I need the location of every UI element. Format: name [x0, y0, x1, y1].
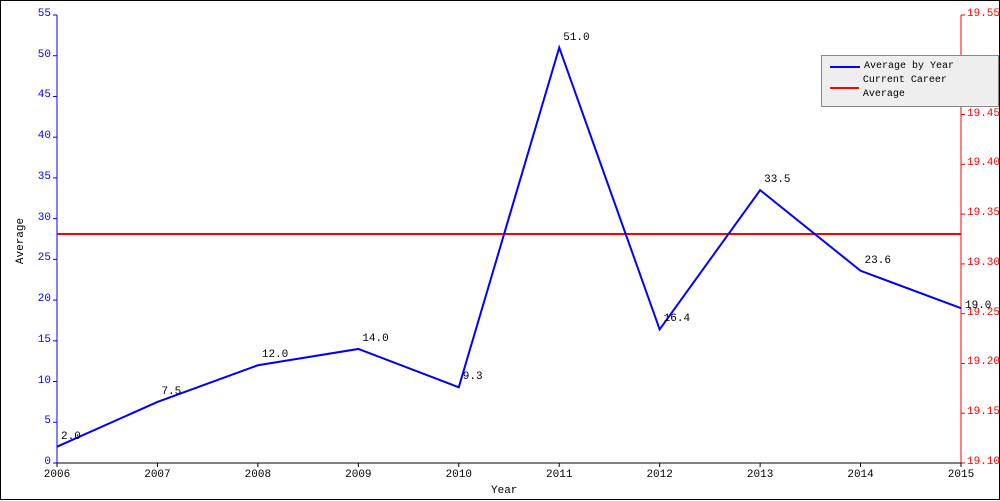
legend-item-1: Current Career Average [830, 74, 990, 102]
y-right-tick-label: 19.45 [967, 108, 1000, 120]
y-left-tick-label: 35 [17, 171, 51, 183]
y-right-tick-label: 19.15 [967, 406, 1000, 418]
chart-container: Average Year 051015202530354045505519.10… [0, 0, 1000, 500]
x-tick-label: 2015 [941, 469, 981, 481]
y-left-tick-label: 0 [17, 456, 51, 468]
y-right-tick-label: 19.30 [967, 257, 1000, 269]
y-right-tick-label: 19.55 [967, 8, 1000, 20]
y-right-tick-label: 19.10 [967, 456, 1000, 468]
legend-label-0: Average by Year [864, 60, 954, 74]
y-left-tick-label: 15 [17, 334, 51, 346]
data-point-label: 19.0 [965, 300, 991, 312]
x-tick-label: 2013 [740, 469, 780, 481]
data-point-label: 2.0 [61, 431, 81, 443]
y-left-tick-label: 50 [17, 49, 51, 61]
y-left-tick-label: 20 [17, 293, 51, 305]
x-tick-label: 2010 [439, 469, 479, 481]
y-right-tick-label: 19.40 [967, 157, 1000, 169]
x-axis-label: Year [491, 485, 517, 497]
data-point-label: 12.0 [262, 349, 288, 361]
data-point-label: 16.4 [664, 313, 690, 325]
y-right-tick-label: 19.20 [967, 356, 1000, 368]
legend-swatch-0 [830, 66, 860, 68]
x-tick-label: 2014 [841, 469, 881, 481]
x-tick-label: 2007 [137, 469, 177, 481]
data-point-label: 7.5 [161, 386, 181, 398]
y-right-tick-label: 19.35 [967, 207, 1000, 219]
x-tick-label: 2011 [539, 469, 579, 481]
legend-swatch-1 [830, 87, 859, 89]
x-tick-label: 2008 [238, 469, 278, 481]
y-left-tick-label: 40 [17, 130, 51, 142]
y-left-tick-label: 10 [17, 375, 51, 387]
x-tick-label: 2012 [640, 469, 680, 481]
data-point-label: 23.6 [865, 255, 891, 267]
data-point-label: 14.0 [362, 333, 388, 345]
y-left-tick-label: 5 [17, 415, 51, 427]
y-left-tick-label: 55 [17, 8, 51, 20]
x-tick-label: 2009 [338, 469, 378, 481]
x-tick-label: 2006 [37, 469, 77, 481]
data-point-label: 9.3 [463, 371, 483, 383]
y-left-tick-label: 45 [17, 89, 51, 101]
data-point-label: 33.5 [764, 174, 790, 186]
legend: Average by Year Current Career Average [821, 55, 999, 107]
legend-label-1: Current Career Average [863, 74, 990, 102]
y-left-tick-label: 30 [17, 212, 51, 224]
data-point-label: 51.0 [563, 32, 589, 44]
legend-item-0: Average by Year [830, 60, 990, 74]
y-left-tick-label: 25 [17, 252, 51, 264]
